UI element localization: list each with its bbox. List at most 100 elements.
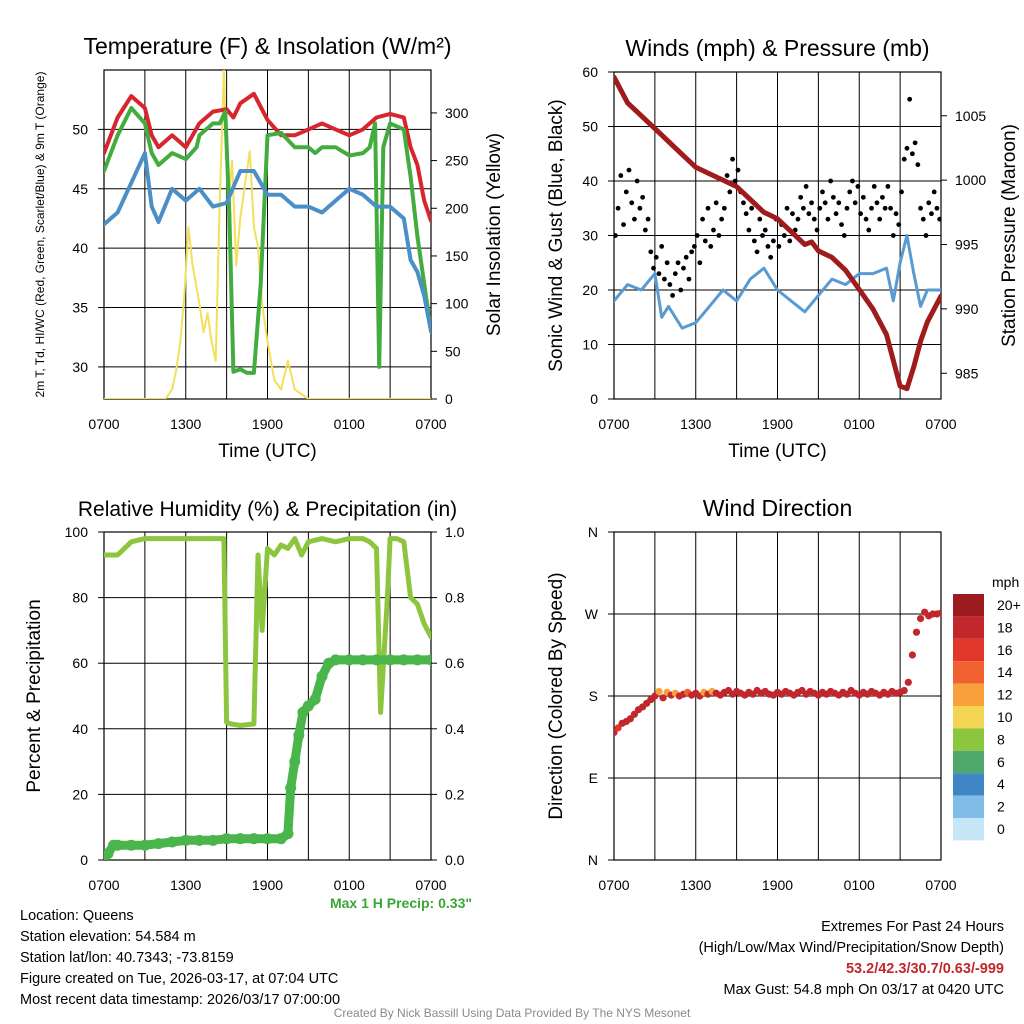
precip-point	[384, 654, 396, 666]
precip-point	[234, 833, 246, 845]
x-tick-label: 0100	[334, 416, 365, 432]
y-tick-label: 60	[582, 64, 598, 80]
legend-label: 18	[997, 619, 1013, 635]
y-axis-label: Percent & Precipitation	[24, 599, 45, 792]
gust-point	[923, 233, 929, 238]
y-tick-label-right: 0.8	[445, 590, 465, 606]
gust-point	[830, 194, 836, 200]
gust-point	[743, 211, 749, 217]
direction-point	[904, 678, 912, 686]
gust-point	[912, 140, 918, 146]
gust-point	[800, 205, 806, 211]
gust-point	[937, 216, 941, 222]
gust-point	[931, 189, 937, 195]
y-tick-label-right: 985	[955, 365, 979, 381]
precip-point	[371, 654, 382, 666]
gust-point	[645, 216, 651, 222]
gust-point	[907, 96, 913, 102]
gust-point	[651, 265, 656, 271]
precip-point	[166, 836, 178, 848]
gust-point	[621, 222, 626, 228]
series-line-sonic-wind	[614, 234, 941, 330]
x-tick-label: 0700	[598, 416, 629, 432]
gust-point	[858, 211, 864, 217]
precip-point	[330, 654, 342, 666]
legend-swatch	[953, 683, 984, 706]
legend-label: 4	[997, 776, 1005, 792]
gust-point	[803, 184, 809, 189]
gust-point	[648, 249, 654, 255]
x-tick-label: 1300	[680, 877, 711, 893]
legend-label: 2	[997, 799, 1005, 815]
winds-panel: 0700 1300 1900 0100 070001020304050609859909…	[546, 35, 1020, 462]
legend-label: 16	[997, 642, 1013, 658]
gust-point	[689, 249, 695, 255]
y-tick-label-right: 250	[445, 153, 469, 169]
precip-point	[104, 847, 114, 859]
legend-label: 10	[997, 709, 1013, 725]
chart-title: Temperature (F) & Insolation (W/m²)	[83, 33, 451, 59]
gust-point	[781, 233, 787, 238]
gust-point	[716, 233, 722, 238]
gust-point	[798, 194, 804, 200]
legend-label: 20+	[997, 597, 1021, 613]
precip-point	[153, 838, 164, 850]
gust-point	[882, 205, 888, 211]
gust-point	[909, 151, 915, 157]
y-tick-label: N	[588, 524, 598, 540]
y-tick-label: 30	[582, 228, 598, 244]
plot-frame	[103, 69, 432, 400]
legend-label: 8	[997, 731, 1005, 747]
direction-point	[900, 686, 908, 695]
precip-point	[221, 833, 233, 845]
gust-point	[762, 227, 768, 233]
precip-point	[309, 693, 321, 705]
gust-point	[866, 227, 872, 233]
gust-point	[618, 173, 624, 178]
gust-point	[727, 189, 733, 195]
legend-swatch	[953, 661, 984, 684]
latlon-text: Station lat/lon: 40.7343; -73.8159	[20, 950, 234, 966]
gust-point	[757, 216, 763, 222]
precip-point	[302, 700, 314, 712]
legend-label: 12	[997, 687, 1013, 703]
gust-point	[841, 233, 847, 238]
gust-point	[926, 200, 932, 206]
gust-point	[847, 189, 853, 195]
y-tick-label: 45	[72, 181, 88, 197]
precip-point	[125, 839, 137, 851]
credit-text: Created By Nick Bassill Using Data Provi…	[333, 1006, 691, 1020]
gust-point	[667, 282, 673, 287]
x-tick-label: 0700	[925, 416, 956, 432]
y-tick-label-right: 0.4	[445, 721, 465, 737]
gust-point	[880, 194, 885, 200]
legend-swatch	[953, 706, 984, 729]
precip-point	[207, 834, 219, 846]
gust-point	[850, 178, 855, 184]
gust-point	[893, 211, 899, 217]
location-text: Location: Queens	[20, 908, 134, 924]
x-tick-label: 0700	[415, 877, 446, 893]
gust-point	[814, 227, 820, 233]
chart-title: Relative Humidity (%) & Precipitation (i…	[78, 498, 457, 521]
x-axis-label: Time (UTC)	[728, 441, 827, 462]
gust-point	[787, 238, 793, 244]
direction-point	[659, 694, 667, 702]
plot-frame	[613, 531, 942, 861]
gust-point	[915, 162, 921, 168]
gust-point	[746, 227, 752, 233]
gust-point	[839, 222, 844, 228]
gust-point	[732, 178, 738, 184]
y-axis-label: Direction (Colored By Speed)	[546, 572, 567, 819]
legend-swatch	[953, 773, 984, 796]
gust-point	[678, 287, 684, 293]
legend-title: mph	[992, 574, 1019, 590]
y-tick-label: E	[589, 770, 598, 786]
direction-point	[937, 609, 941, 617]
gust-point	[637, 205, 643, 211]
y-tick-label-right: 0.2	[445, 786, 465, 802]
gust-point	[705, 205, 711, 211]
gust-point	[860, 194, 866, 200]
precip-point	[316, 670, 328, 682]
series-line-station-pressure	[614, 74, 941, 392]
